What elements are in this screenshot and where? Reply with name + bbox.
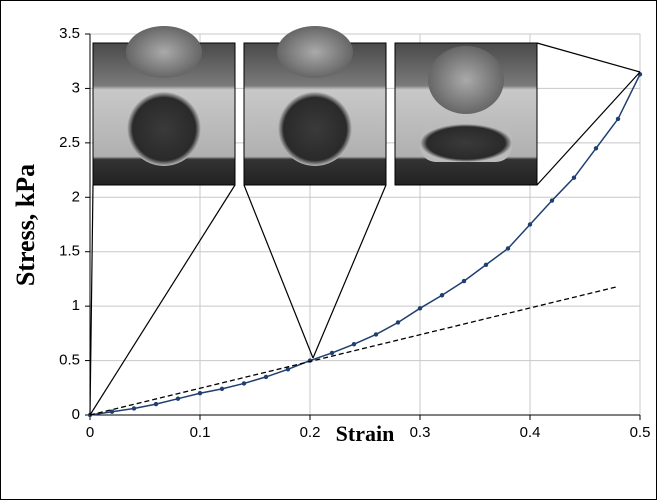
insets <box>89 26 641 416</box>
y-tick-label: 1 <box>72 297 80 314</box>
data-point <box>549 198 555 203</box>
x-tick-label: 0 <box>86 424 94 441</box>
data-point <box>395 320 401 325</box>
data-point <box>329 350 335 356</box>
x-tick-label: 0.1 <box>190 424 211 441</box>
data-point <box>351 342 357 347</box>
data-point <box>131 406 137 411</box>
data-point <box>175 396 181 401</box>
y-tick-label: 3 <box>72 79 80 96</box>
x-axis-title: Strain <box>336 421 395 446</box>
y-axis-title: Stress, kPa <box>11 164 40 286</box>
x-tick-label: 0.5 <box>630 424 651 441</box>
inset-leaders <box>89 42 641 416</box>
data-point <box>373 332 379 337</box>
fit-line <box>89 285 619 416</box>
inset-1 <box>92 26 236 186</box>
y-tick-label: 0 <box>72 406 80 423</box>
data-point <box>219 386 225 392</box>
data-point <box>483 262 489 267</box>
data-point <box>153 401 159 407</box>
data-point <box>197 391 203 396</box>
data-point <box>285 367 291 372</box>
data-point <box>417 306 423 311</box>
data-point <box>109 409 115 414</box>
x-tick-label: 0.4 <box>520 424 541 441</box>
data-point <box>527 222 533 227</box>
x-tick-label: 0.3 <box>410 424 431 441</box>
data-point <box>505 246 511 251</box>
y-tick-label: 0.5 <box>59 352 80 369</box>
series-line <box>89 73 641 416</box>
x-tick-label: 0.2 <box>300 424 321 441</box>
data-point <box>241 381 247 386</box>
data-point <box>615 116 621 122</box>
data-point <box>263 374 269 380</box>
data-point <box>439 293 445 298</box>
y-tick-label: 1.5 <box>59 243 80 260</box>
y-tick-label: 2.5 <box>59 134 80 151</box>
data-point <box>593 146 599 151</box>
data-point <box>571 175 577 180</box>
inset-3 <box>394 42 538 186</box>
data-point <box>461 278 467 284</box>
y-tick-label: 2 <box>72 188 80 205</box>
inset-2 <box>243 26 387 186</box>
y-tick-label: 3.5 <box>59 25 80 42</box>
